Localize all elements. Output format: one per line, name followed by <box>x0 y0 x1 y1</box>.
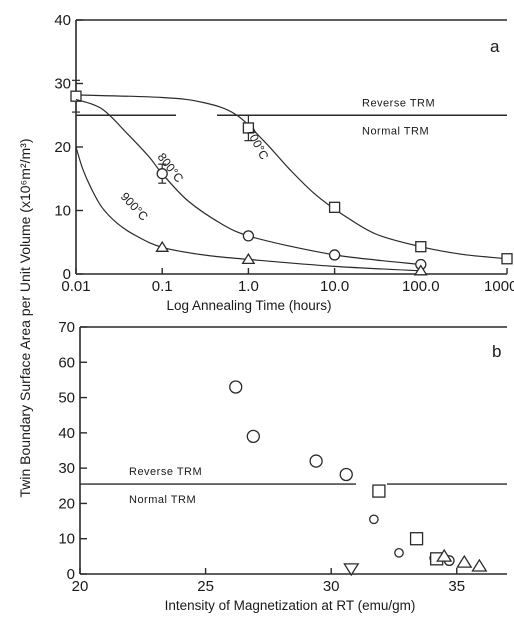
x-tick-label: 35 <box>448 578 465 595</box>
series-triangle: 900°C <box>75 146 428 276</box>
data-point-square <box>415 241 427 253</box>
y-tick-label: 0 <box>67 566 75 583</box>
data-point-circle <box>394 547 404 558</box>
y-tick-label: 20 <box>54 139 71 156</box>
y-tick-label: 30 <box>54 76 71 93</box>
data-point-circle <box>309 454 323 468</box>
fit-curve <box>75 94 508 260</box>
data-point-square <box>242 122 255 134</box>
x-axis-label: Log Annealing Time (hours) <box>166 298 331 313</box>
reference-label-below: Normal TRM <box>129 494 196 506</box>
y-tick-label: 10 <box>54 203 71 220</box>
series-square <box>372 484 444 566</box>
series-label: 900°C <box>118 189 151 223</box>
y-tick-label: 30 <box>58 460 75 477</box>
data-point-triangle <box>241 252 256 265</box>
y-tick-label: 60 <box>58 354 75 371</box>
data-point-square <box>409 532 424 546</box>
reference-label-above: Reverse TRM <box>362 97 435 109</box>
data-point-triangle-down <box>343 563 360 577</box>
y-tick-label: 0 <box>63 266 71 283</box>
panel-label: a <box>490 37 500 56</box>
series-triangle-down <box>343 563 360 577</box>
y-tick-label: 50 <box>58 390 75 407</box>
data-point-triangle <box>471 558 488 572</box>
data-point-circle <box>156 168 168 180</box>
data-point-circle <box>246 429 260 444</box>
data-point-triangle <box>155 240 170 252</box>
data-point-circle <box>328 249 341 261</box>
x-tick-label: 100.0 <box>402 278 440 295</box>
panel-label: b <box>492 342 501 361</box>
data-point-circle <box>229 380 243 394</box>
data-point-square <box>70 90 82 102</box>
x-tick-label: 1000.0 <box>484 278 514 295</box>
x-tick-label: 1.0 <box>238 278 259 295</box>
data-point-circle <box>369 514 379 525</box>
x-tick-label: 10.0 <box>320 278 349 295</box>
panel-a: 0 10 20 30 40 0.01 0.1 1.0 10.0 100.0 1000.0 Log An… <box>54 12 514 313</box>
x-tick-label: 0.01 <box>61 278 90 295</box>
data-point-square <box>501 253 513 265</box>
x-tick-label: 0.1 <box>152 278 173 295</box>
x-tick-label: 20 <box>72 578 89 595</box>
fit-curve <box>75 146 421 272</box>
data-point-square <box>372 484 386 498</box>
data-point-triangle <box>413 264 428 276</box>
panel-b: 0 10 20 30 40 50 60 70 20 25 30 35 Intensity of Magn… <box>58 319 507 613</box>
y-tick-label: 70 <box>58 319 75 336</box>
data-point-square <box>328 201 341 213</box>
series-triangle <box>436 548 488 572</box>
reference-label-below: Normal TRM <box>362 125 429 137</box>
y-tick-label: 40 <box>54 12 71 29</box>
data-point-triangle <box>456 554 473 568</box>
y-tick-label: 40 <box>58 425 75 442</box>
series-label: 800°C <box>155 150 187 185</box>
y-axis-label: Twin Boundary Surface Area per Unit Volu… <box>17 138 33 497</box>
x-tick-label: 30 <box>323 578 340 595</box>
data-point-circle <box>242 230 255 242</box>
y-tick-label: 20 <box>58 495 75 512</box>
data-point-triangle <box>436 548 453 562</box>
reference-label-above: Reverse TRM <box>129 466 202 478</box>
data-point-circle <box>339 467 353 482</box>
x-tick-label: 25 <box>197 578 214 595</box>
x-axis-label: Intensity of Magnetization at RT (emu/gm… <box>165 598 416 613</box>
y-tick-label: 10 <box>58 531 75 548</box>
